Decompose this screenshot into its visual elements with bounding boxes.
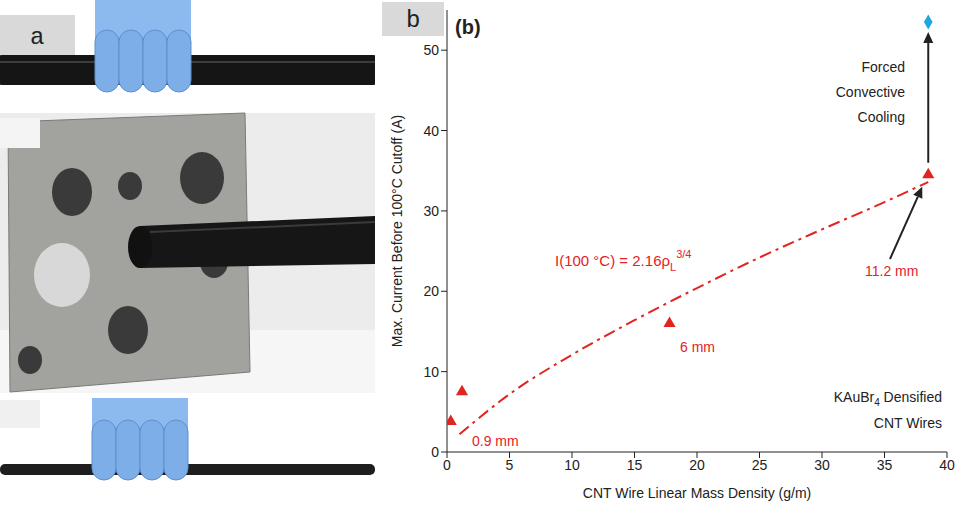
svg-text:0.9 mm: 0.9 mm (472, 433, 519, 449)
svg-text:CNT Wire Linear Mass Density (: CNT Wire Linear Mass Density (g/m) (583, 485, 811, 501)
svg-text:Max. Current Before 100°C Cuto: Max. Current Before 100°C Cutoff (A) (389, 115, 405, 348)
svg-text:40: 40 (939, 457, 955, 473)
svg-text:b: b (406, 7, 420, 34)
svg-text:30: 30 (814, 457, 830, 473)
svg-text:10: 10 (564, 457, 580, 473)
svg-text:50: 50 (423, 42, 439, 58)
svg-text:30: 30 (423, 203, 439, 219)
svg-text:(b): (b) (455, 16, 481, 38)
svg-text:0: 0 (431, 444, 439, 460)
svg-text:25: 25 (752, 457, 768, 473)
svg-text:15: 15 (627, 457, 643, 473)
svg-text:6 mm: 6 mm (680, 339, 715, 355)
svg-text:KAuBr4 Densified: KAuBr4 Densified (834, 389, 942, 408)
svg-text:20: 20 (689, 457, 705, 473)
svg-text:40: 40 (423, 123, 439, 139)
svg-text:35: 35 (877, 457, 893, 473)
svg-text:Forced: Forced (861, 59, 905, 75)
svg-text:CNT Wires: CNT Wires (874, 415, 942, 431)
svg-text:11.2 mm: 11.2 mm (865, 263, 918, 279)
svg-text:10: 10 (423, 364, 439, 380)
svg-text:Cooling: Cooling (858, 109, 905, 125)
svg-text:0: 0 (443, 457, 451, 473)
svg-text:a: a (30, 24, 44, 51)
svg-text:Convective: Convective (836, 84, 905, 100)
svg-text:5: 5 (506, 457, 514, 473)
svg-text:20: 20 (423, 283, 439, 299)
svg-text:I(100 °C) = 2.16ρL3/4: I(100 °C) = 2.16ρL3/4 (555, 248, 691, 273)
